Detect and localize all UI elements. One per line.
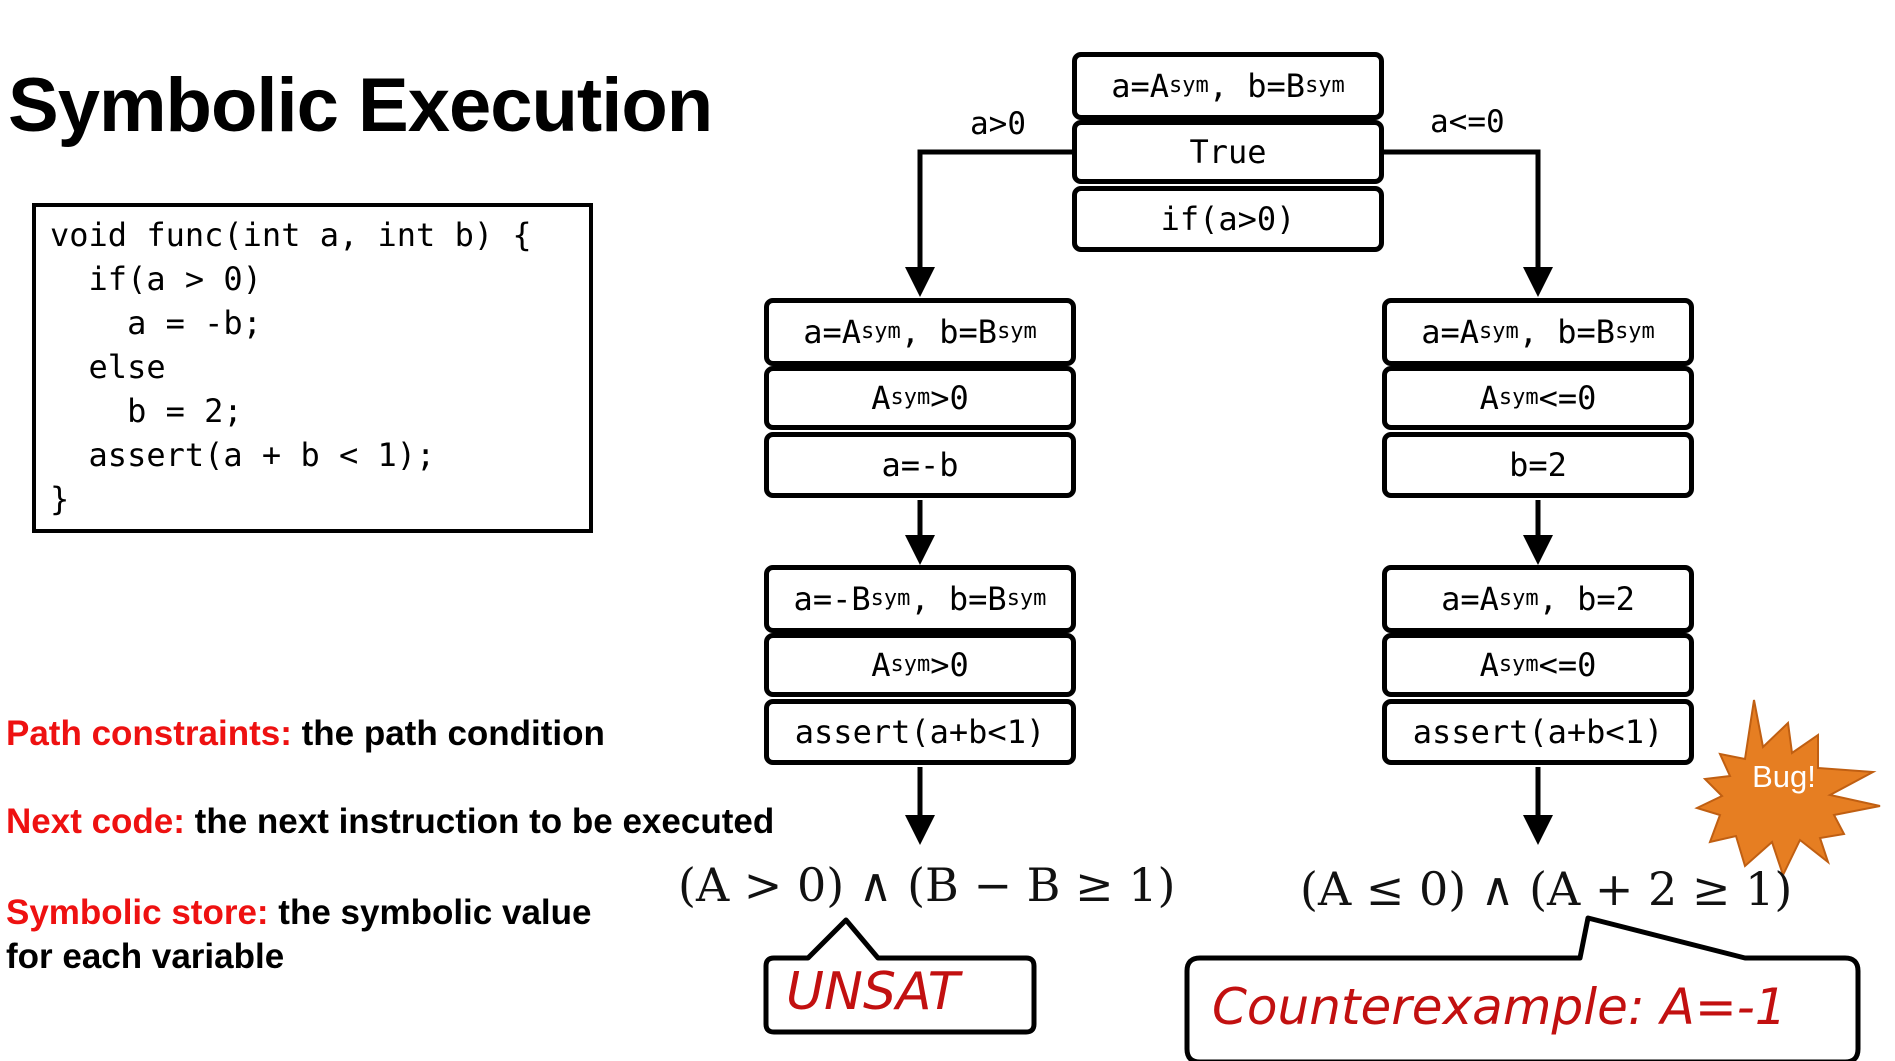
code-text: if(a>0) xyxy=(1160,200,1296,238)
right1-code-node: b=2 xyxy=(1382,432,1694,498)
root-store-node: a=A sym, b=B sym xyxy=(1072,52,1384,120)
constraint-var: A xyxy=(1479,379,1499,417)
code-text: b=2 xyxy=(1509,446,1567,484)
constraint-var: A xyxy=(1479,646,1499,684)
bug-label: Bug! xyxy=(1752,759,1816,794)
constraint-var: A xyxy=(871,646,891,684)
legend-text: the next instruction to be executed xyxy=(184,802,775,841)
edge-label-right: a<=0 xyxy=(1430,104,1505,140)
left1-store-node: a=A sym, b=B sym xyxy=(764,298,1076,366)
legend-next-code: Next code: the next instruction to be ex… xyxy=(6,802,774,842)
left-path-formula: (A > 0) ∧ (B − B ≥ 1) xyxy=(678,858,1176,912)
legend-path-constraints: Path constraints: the path condition xyxy=(6,714,605,754)
counterexample-callout-text: Counterexample: A=-1 xyxy=(1212,978,1787,1036)
root-code-node: if(a>0) xyxy=(1072,186,1384,252)
unsat-callout-shape xyxy=(763,917,1037,1035)
store-a: a=A xyxy=(1111,67,1169,105)
constraint-var: A xyxy=(871,379,891,417)
left2-store-node: a=-B sym, b=B sym xyxy=(764,565,1076,633)
root-constraint-node: True xyxy=(1072,120,1384,184)
legend-symbolic-store: Symbolic store: the symbolic value for e… xyxy=(6,891,591,979)
code-line: b = 2; xyxy=(50,392,243,430)
code-text: assert(a+b<1) xyxy=(794,713,1046,751)
counterexample-callout-shape xyxy=(1184,915,1861,1061)
right-path-formula: (A ≤ 0) ∧ (A + 2 ≥ 1) xyxy=(1300,862,1793,916)
legend-text: the path condition xyxy=(291,714,605,753)
code-snippet: void func(int a, int b) { if(a > 0) a = … xyxy=(32,203,593,533)
store-b: , b=B xyxy=(1208,67,1306,105)
right1-store-node: a=A sym, b=B sym xyxy=(1382,298,1694,366)
store-b: , b=B xyxy=(1518,313,1616,351)
store-a: a=A xyxy=(1421,313,1479,351)
constraint-rest: <=0 xyxy=(1538,646,1597,684)
right2-code-node: assert(a+b<1) xyxy=(1382,699,1694,765)
left1-code-node: a=-b xyxy=(764,432,1076,498)
code-line: else xyxy=(50,348,166,386)
code-line: a = -b; xyxy=(50,304,262,342)
store-b: , b=B xyxy=(900,313,998,351)
store-b: , b=B xyxy=(910,580,1007,618)
code-line: if(a > 0) xyxy=(50,260,262,298)
right2-store-node: a=A sym, b=2 xyxy=(1382,565,1694,633)
edge-root-right xyxy=(1384,149,1553,297)
edge-root-left xyxy=(905,149,1072,297)
store-a: a=A xyxy=(803,313,861,351)
store-a: a=A xyxy=(1441,580,1499,618)
code-text: assert(a+b<1) xyxy=(1412,713,1664,751)
bug-burst-shape xyxy=(1694,699,1881,878)
left2-code-node: assert(a+b<1) xyxy=(764,699,1076,765)
code-line: assert(a + b < 1); xyxy=(50,436,436,474)
legend-text: the symbolic value xyxy=(268,893,592,932)
legend-key: Symbolic store: xyxy=(6,893,269,932)
edge-label-left: a>0 xyxy=(970,106,1026,142)
code-line: void func(int a, int b) { xyxy=(50,216,532,254)
constraint-rest: >0 xyxy=(930,379,969,417)
constraint-rest: <=0 xyxy=(1538,379,1597,417)
store-a: a=-B xyxy=(793,580,871,618)
unsat-callout-text: UNSAT xyxy=(786,962,960,1022)
legend-key: Next code: xyxy=(6,802,185,841)
legend-text-continued: for each variable xyxy=(6,937,285,976)
store-b: , b=2 xyxy=(1538,580,1635,618)
slide-title: Symbolic Execution xyxy=(8,63,713,148)
legend-key: Path constraints: xyxy=(6,714,292,753)
code-line: } xyxy=(50,480,70,518)
constraint-text: True xyxy=(1189,133,1267,171)
code-text: a=-b xyxy=(881,446,959,484)
constraint-rest: >0 xyxy=(930,646,969,684)
